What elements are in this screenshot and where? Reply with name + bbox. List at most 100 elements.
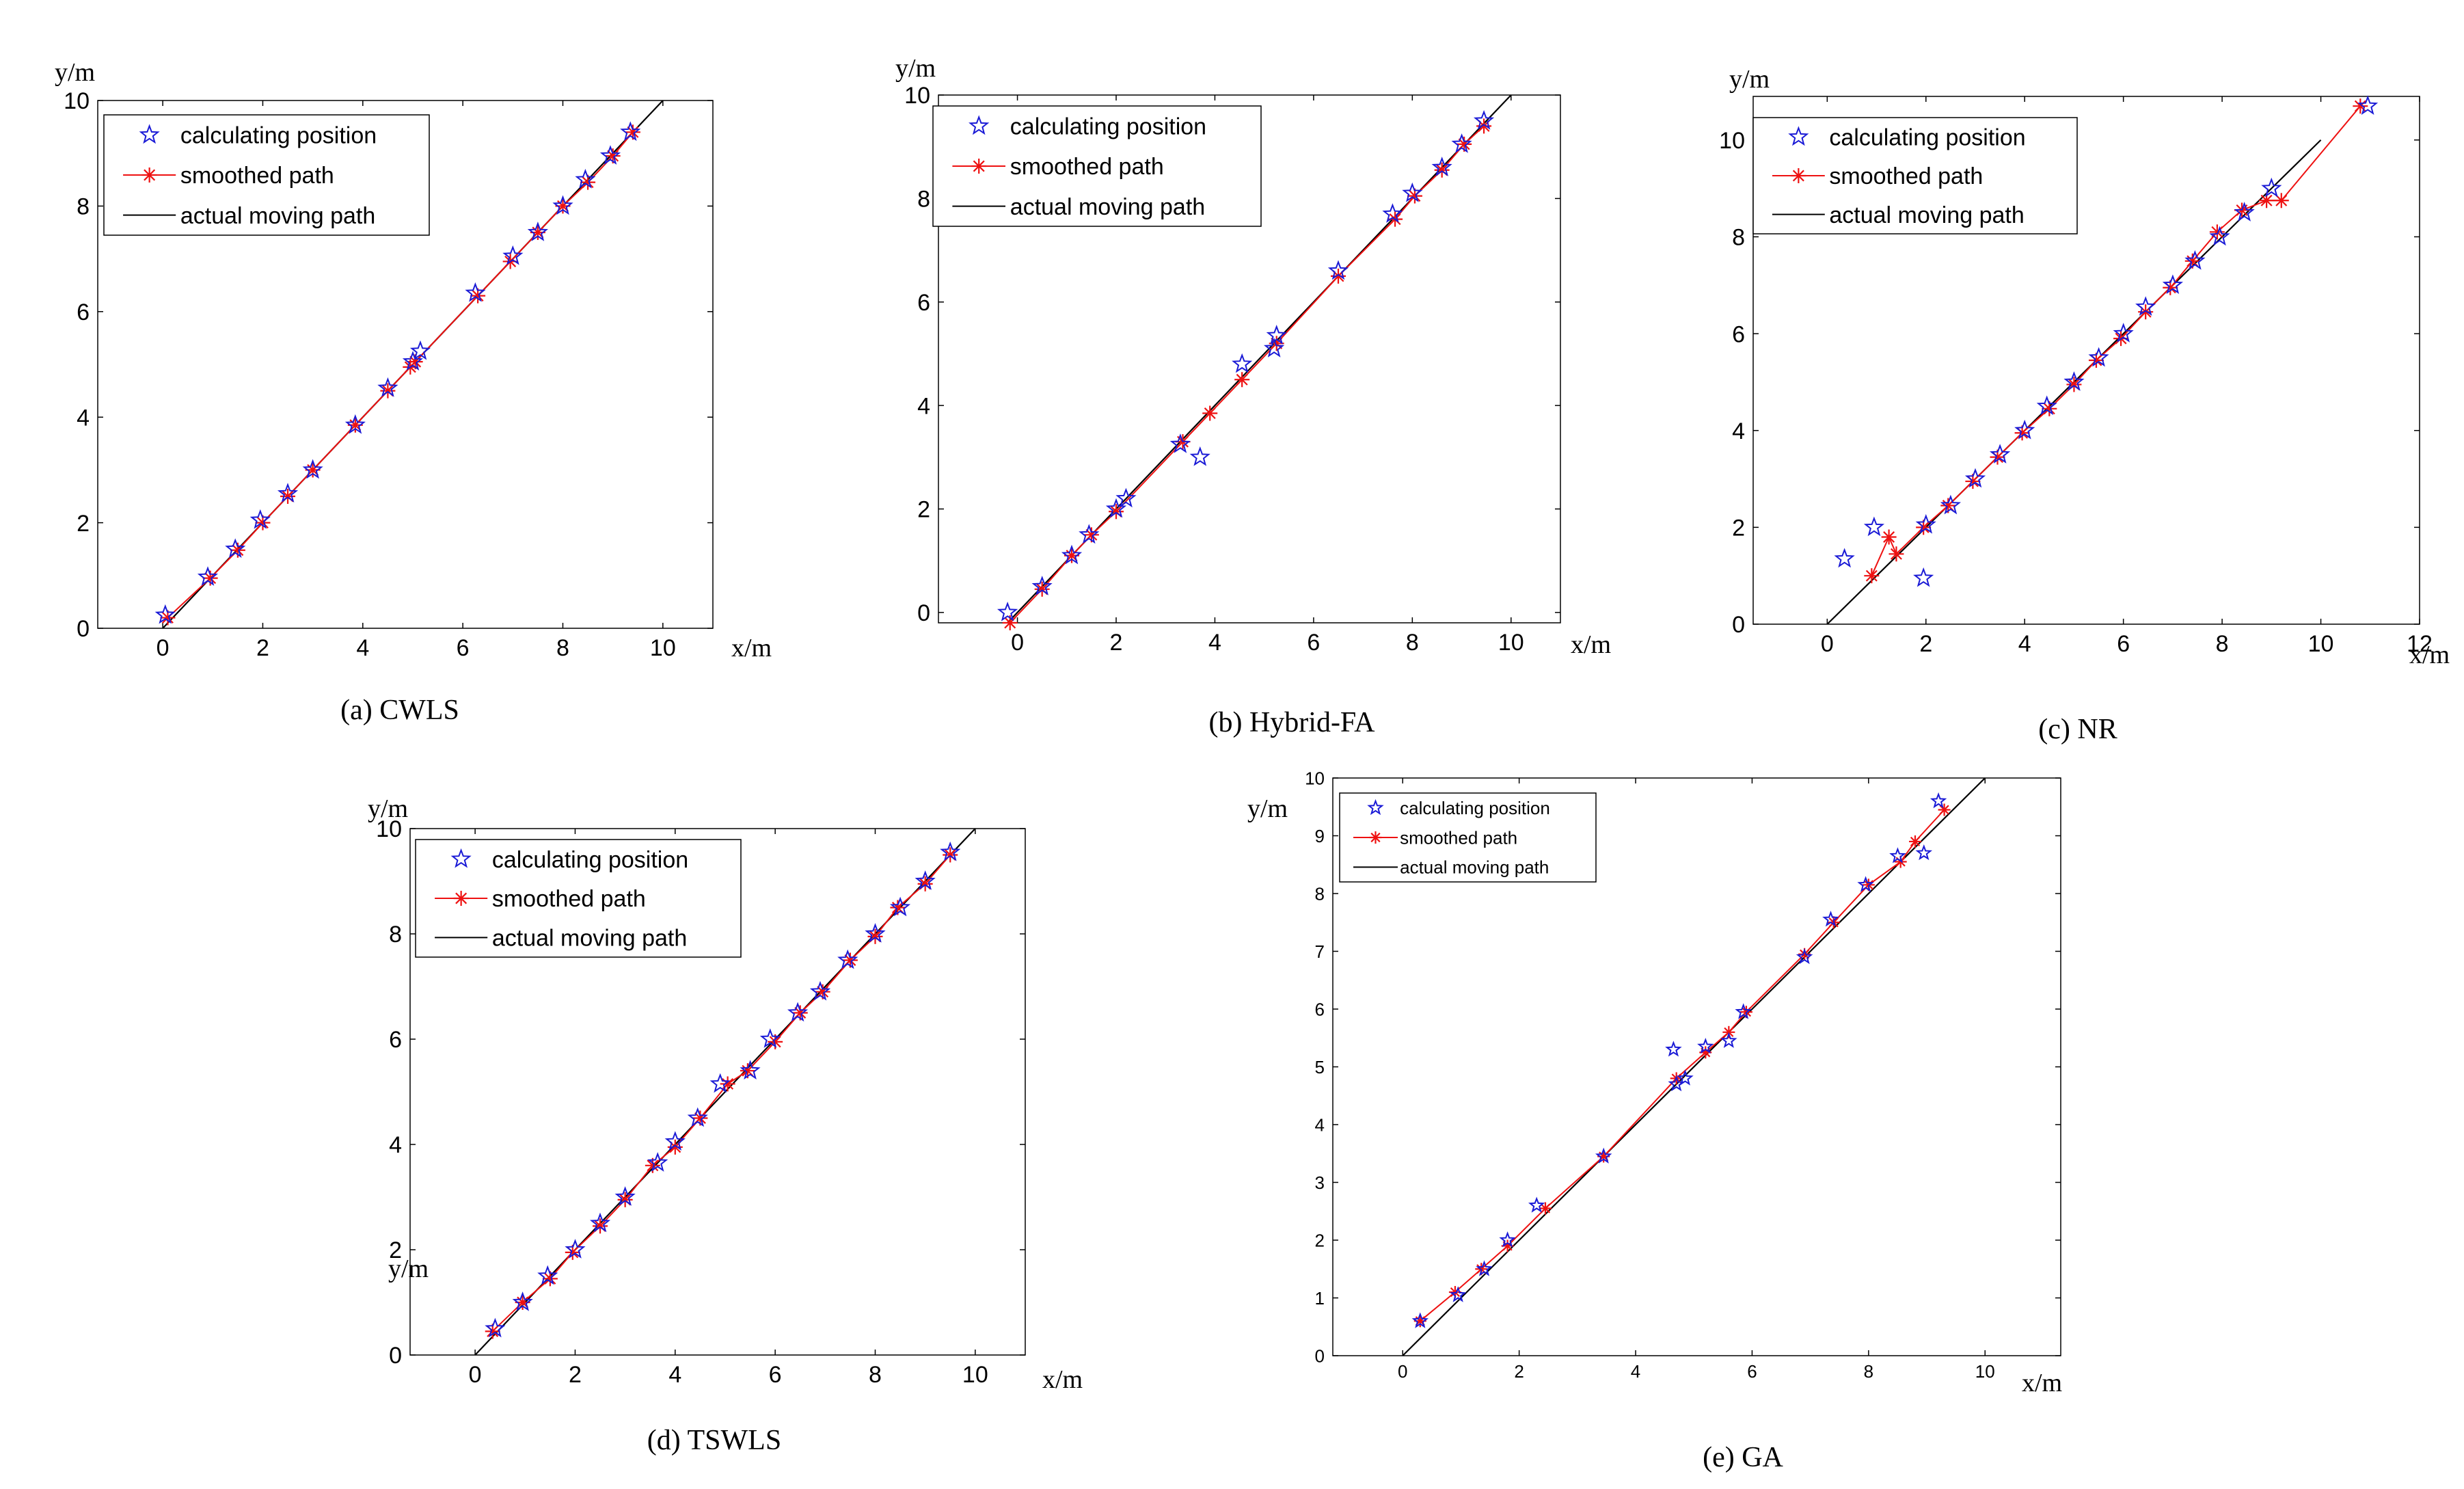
y-tick-label: 6 (1315, 999, 1325, 1019)
legend-label-actual: actual moving path (180, 203, 375, 229)
calculating-marker (2234, 202, 2255, 222)
y-tick-label: 6 (917, 290, 930, 316)
calculating-marker (1834, 548, 1855, 568)
calculating-marker (1105, 498, 1127, 518)
y-axis-label: y/m (55, 58, 95, 87)
legend-calc-icon (139, 124, 160, 144)
calculating-marker (614, 1186, 636, 1206)
plot-frame (409, 828, 1026, 1356)
x-tick-label: 8 (1864, 1361, 1873, 1382)
y-tick-label: 0 (1315, 1345, 1325, 1366)
y-tick-label: 8 (1732, 225, 1745, 251)
calculating-marker (2162, 274, 2184, 294)
legend-smooth-icon (453, 891, 469, 906)
y-tick-label: 1 (1315, 1288, 1325, 1309)
calculating-marker (1232, 353, 1253, 373)
y-tick-label: 8 (1315, 883, 1325, 904)
y-tick-label: 2 (1315, 1230, 1325, 1250)
calculating-marker (575, 168, 596, 189)
calculating-marker (1061, 544, 1083, 565)
calculating-marker (1822, 911, 1839, 927)
y-tick-label: 10 (376, 816, 402, 842)
calculating-marker (277, 483, 299, 503)
panel-caption: (c) NR (2038, 714, 2117, 745)
calculating-marker (2184, 250, 2206, 270)
x-tick-label: 4 (668, 1362, 681, 1388)
panel-caption: (a) CWLS (340, 695, 459, 726)
legend-label-smooth: smoothed path (180, 163, 334, 189)
y-tick-label: 8 (389, 922, 402, 948)
calculating-marker (1189, 446, 1210, 466)
panel-caption: (b) Hybrid-FA (1208, 707, 1375, 738)
y-tick-label: 10 (64, 88, 90, 114)
calculating-marker (620, 121, 641, 142)
y-tick-label: 4 (1732, 418, 1745, 444)
calculating-marker (1665, 1041, 1682, 1057)
smoothed-marker (1202, 405, 1218, 421)
calculating-marker (664, 1131, 686, 1151)
calculating-marker (599, 145, 621, 165)
y-tick-label: 4 (77, 405, 90, 431)
x-tick-label: 10 (1498, 630, 1524, 656)
x-tick-label: 8 (869, 1362, 882, 1388)
x-tick-label: 0 (1011, 630, 1024, 656)
calculating-marker (1031, 576, 1053, 595)
legend-calc-icon (969, 115, 990, 135)
smoothed-marker (1938, 803, 1951, 816)
calculating-marker (1964, 468, 1986, 488)
calculating-marker (1735, 1003, 1752, 1019)
calculating-marker (537, 1265, 558, 1285)
y-tick-label: 10 (1305, 768, 1325, 788)
x-axis-label: x/m (731, 634, 772, 662)
legend-label-actual: actual moving path (1400, 857, 1549, 878)
calculating-marker (485, 1317, 506, 1338)
legend-label-actual: actual moving path (1010, 194, 1205, 220)
calculating-marker (1915, 513, 1936, 534)
x-tick-label: 10 (1975, 1361, 1995, 1382)
y-tick-label: 10 (904, 83, 930, 109)
calculating-marker (915, 870, 936, 890)
x-tick-label: 10 (650, 635, 676, 661)
smoothed-marker (1864, 568, 1880, 584)
calculating-marker (1449, 1286, 1467, 1302)
calculating-marker (565, 1239, 586, 1259)
calculating-marker (997, 602, 1018, 621)
legend-label-calc: calculating position (492, 847, 688, 873)
legend: calculating position smoothed path actual … (932, 105, 1262, 227)
calculating-marker (1915, 844, 1933, 861)
x-tick-label: 0 (157, 635, 170, 661)
calculating-marker (1476, 1260, 1493, 1276)
calculating-marker (465, 282, 486, 302)
calculating-marker (687, 1107, 708, 1127)
x-tick-label: 2 (1110, 630, 1123, 656)
x-axis-label: x/m (1571, 630, 1611, 659)
y-tick-label: 9 (1315, 826, 1325, 846)
calculating-marker (1079, 524, 1100, 544)
y-tick-label: 4 (1315, 1114, 1325, 1135)
x-tick-label: 6 (1747, 1361, 1757, 1382)
calculating-marker (787, 1002, 809, 1022)
calculating-marker (1697, 1038, 1714, 1054)
x-tick-label: 12 (2407, 631, 2433, 657)
calculating-marker (1595, 1147, 1612, 1164)
calculating-marker (1115, 487, 1137, 508)
plot-frame (938, 94, 1561, 623)
smoothed-marker (2273, 193, 2289, 209)
calculating-marker (759, 1028, 781, 1048)
legend-label-smooth: smoothed path (1829, 163, 1983, 189)
y-axis-label: y/m (1729, 65, 1770, 94)
calculating-marker (1451, 133, 1472, 153)
calculating-marker (1930, 792, 1947, 809)
calculating-marker (527, 222, 549, 241)
calculating-marker (377, 377, 398, 397)
legend-label-smooth: smoothed path (492, 886, 646, 912)
x-tick-label: 2 (569, 1362, 582, 1388)
smoothed-path-line (1420, 809, 1945, 1322)
calculating-marker (154, 604, 176, 624)
x-tick-label: 2 (256, 635, 269, 661)
calculating-marker (552, 195, 573, 215)
y-tick-label: 8 (77, 194, 90, 220)
panel-ga: 0 2 4 6 8 10 0 1 2 3 4 5 6 7 8 9 10 x/m y/m (e) GA calculati… (1247, 768, 2062, 1473)
calculating-marker (1431, 157, 1452, 176)
x-tick-label: 2 (1514, 1361, 1524, 1382)
